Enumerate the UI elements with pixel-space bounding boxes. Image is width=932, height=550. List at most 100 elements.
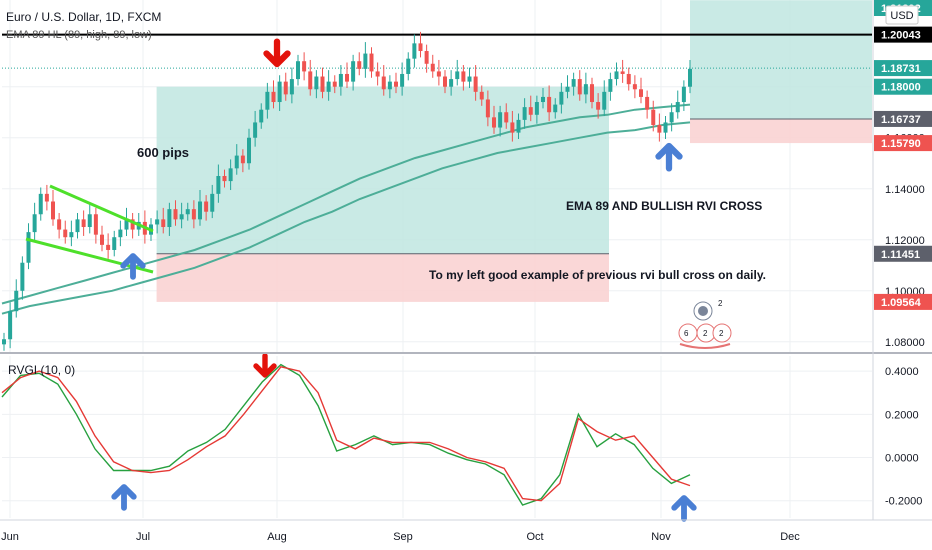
candle-body (492, 117, 496, 128)
loss-zone (156, 253, 609, 302)
price-tag-text: 1.15790 (881, 138, 921, 150)
price-tag: 1.18731 (874, 60, 932, 77)
candle-body (657, 124, 662, 133)
ema-low-line (1, 121, 691, 315)
candle-body (222, 176, 227, 182)
event-glyph-icon[interactable] (712, 323, 732, 343)
candle-body (14, 290, 19, 312)
candle-body (663, 122, 668, 133)
candle-body (130, 219, 135, 230)
rvgi-tick-label: -0.2000 (885, 496, 922, 508)
event-glyph-cluster[interactable]: 2 6 2 2 (678, 299, 732, 349)
currency-badge-box[interactable] (885, 5, 919, 25)
candles (2, 31, 692, 351)
candle-body (283, 81, 288, 95)
candle-body (645, 96, 650, 110)
candle-body (436, 71, 441, 77)
candle-body (81, 219, 86, 228)
candle-body (216, 176, 221, 194)
candle-body (87, 214, 92, 228)
candle-body (608, 79, 613, 92)
time-tick-label: Aug (267, 531, 287, 543)
candle-body (185, 209, 190, 215)
candle-body (632, 84, 637, 90)
candle-body (338, 73, 343, 87)
price-tag-box (874, 78, 932, 95)
price-tag-box (874, 293, 932, 310)
candle-body (210, 193, 215, 212)
rvgi-main-line (1, 363, 691, 506)
candle-body (473, 76, 478, 92)
candle-body (57, 219, 62, 230)
currency-badge[interactable]: USD (890, 10, 913, 22)
indicator-label: EMA 89 HL (89, high, 89, low) (6, 29, 152, 41)
event-glyph-icon (698, 306, 708, 316)
candle-body (100, 234, 104, 245)
time-tick-label: Sep (393, 531, 413, 543)
candle-body (375, 71, 380, 77)
candle-body (240, 155, 245, 164)
rvgi-tick-label: 0.2000 (885, 409, 919, 421)
candle-body (234, 155, 239, 169)
candle-body (326, 81, 331, 92)
ema-lines (1, 103, 691, 315)
event-glyph-text: 2 (703, 329, 708, 338)
price-tag-text: 1.20043 (881, 30, 921, 42)
candle-body (320, 76, 325, 92)
candle-body (332, 81, 337, 87)
candle-body (430, 63, 435, 72)
candle-body (387, 81, 392, 90)
candle-body (461, 71, 466, 82)
candle-body (191, 209, 196, 220)
candle-body (271, 91, 276, 103)
candle-body (418, 43, 423, 52)
rvgi-tick-label: 0.4000 (885, 366, 919, 378)
time-tick-label: Oct (526, 531, 543, 543)
event-glyph-text: 2 (718, 299, 723, 308)
price-tag: 1.11451 (874, 245, 932, 262)
candle-body (20, 262, 25, 291)
candle-body (669, 112, 674, 123)
candle-body (357, 61, 362, 69)
arrow-head (263, 50, 291, 68)
up-arrow-icon (655, 142, 683, 172)
candle-body (449, 79, 454, 87)
pips-annotation: 600 pips (137, 145, 189, 160)
candle-body (44, 193, 49, 202)
wedge-top-line (49, 184, 154, 233)
price-tag: 1.16737 (874, 110, 932, 127)
event-glyph-text: 2 (719, 329, 724, 338)
candle-body (247, 137, 251, 164)
price-tag-box (874, 26, 932, 43)
candle-body (69, 232, 74, 238)
candle-body (534, 102, 539, 115)
candle-body (112, 237, 117, 250)
candle-body (118, 229, 123, 238)
candle-body (406, 58, 411, 74)
candle-body (577, 79, 582, 95)
candle-body (553, 104, 558, 113)
down-arrow-icon (263, 38, 291, 68)
event-glyph-underline (679, 343, 731, 349)
rvgi-tick-label: 0.0000 (885, 453, 919, 465)
candle-body (179, 214, 184, 220)
candle-body (228, 168, 233, 182)
price-tag: 1.18000 (874, 78, 932, 95)
candle-body (124, 219, 129, 230)
candle-body (681, 86, 686, 103)
candle-body (626, 73, 631, 85)
candle-body (106, 244, 111, 250)
arrow-head (671, 495, 697, 511)
price-tag-box (874, 60, 932, 77)
candle-body (479, 91, 484, 100)
candle-body (8, 311, 13, 340)
time-tick-label: Jun (1, 531, 19, 543)
candle-body (590, 84, 594, 103)
event-glyph-text: 6 (684, 329, 689, 338)
candle-body (571, 79, 576, 87)
candle-body (63, 229, 68, 238)
candle-body (93, 214, 98, 235)
price-tick-label: 1.08000 (885, 337, 925, 349)
candle-body (38, 193, 43, 215)
